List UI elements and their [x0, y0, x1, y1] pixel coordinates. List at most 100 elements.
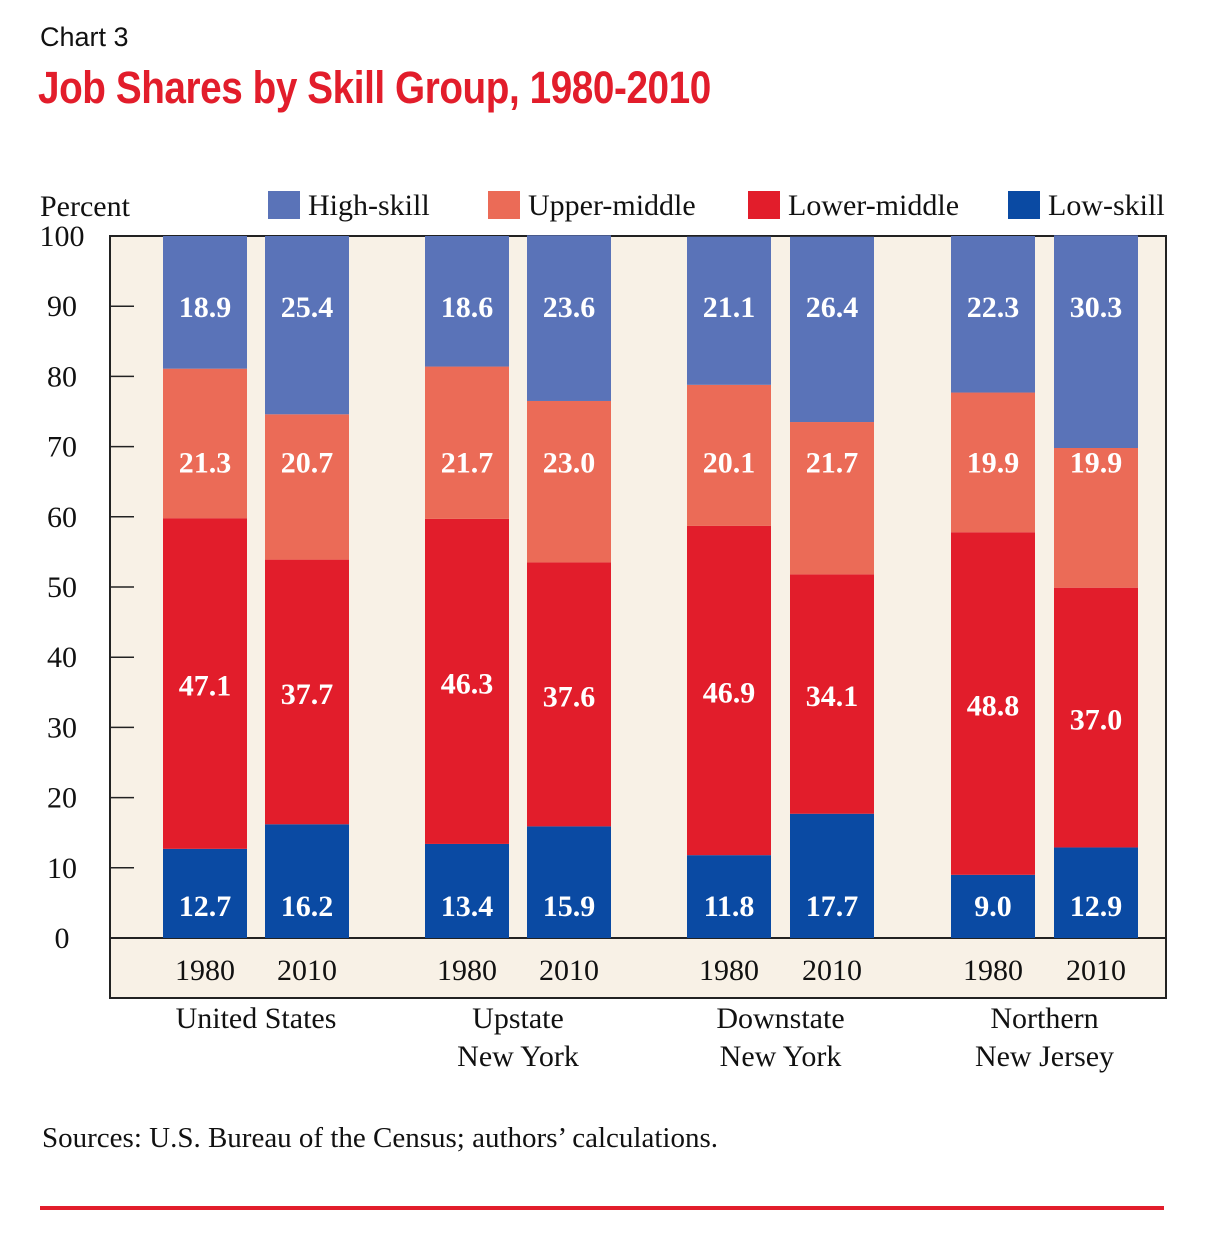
x-tick-label: 1980	[175, 954, 235, 987]
data-label: 9.0	[974, 890, 1012, 923]
y-tick-label: 30	[47, 711, 77, 744]
x-tick-label: 2010	[802, 954, 862, 987]
x-tick-label: 1980	[699, 954, 759, 987]
y-axis-title: Percent	[40, 190, 131, 223]
legend-label: Low-skill	[1048, 189, 1165, 222]
legend-swatch	[748, 191, 780, 219]
group-label: Northern	[990, 1002, 1098, 1035]
data-label: 17.7	[806, 890, 859, 923]
y-tick-label: 80	[47, 360, 77, 393]
bar-segment-high-skill	[687, 236, 771, 385]
group-label: Upstate	[472, 1002, 564, 1035]
chart-number-label: Chart 3	[40, 22, 129, 52]
data-label: 34.1	[806, 680, 859, 713]
bar-segment-low-skill	[687, 855, 771, 938]
data-label: 46.3	[441, 667, 494, 700]
y-tick-label: 40	[47, 641, 77, 674]
bar-segment-lower-middle	[790, 574, 874, 814]
bar-segment-high-skill	[951, 236, 1035, 393]
data-label: 37.7	[281, 678, 334, 711]
data-label: 30.3	[1070, 291, 1123, 324]
x-tick-label: 2010	[1066, 954, 1126, 987]
bar-segment-lower-middle	[425, 518, 509, 844]
group-label: New York	[720, 1040, 842, 1073]
data-label: 46.9	[703, 677, 756, 710]
group-label: New Jersey	[975, 1040, 1114, 1073]
data-label: 12.7	[179, 890, 232, 923]
group-label: New York	[457, 1040, 579, 1073]
bar-segment-high-skill	[527, 235, 611, 401]
data-label: 23.0	[543, 447, 596, 480]
y-tick-label: 60	[47, 501, 77, 534]
footer-rule	[40, 1206, 1164, 1210]
bar-segment-upper-middle	[1054, 448, 1138, 588]
data-label: 20.1	[703, 447, 756, 480]
bar-segment-upper-middle	[425, 366, 509, 519]
bar-segment-low-skill	[790, 813, 874, 938]
bar-segment-lower-middle	[163, 518, 247, 849]
data-label: 19.9	[1070, 447, 1123, 480]
bar-segment-upper-middle	[527, 400, 611, 563]
x-tick-label: 2010	[539, 954, 599, 987]
data-label: 15.9	[543, 890, 596, 923]
bar-segment-lower-middle	[1054, 587, 1138, 848]
source-note: Sources: U.S. Bureau of the Census; auth…	[42, 1122, 718, 1154]
data-label: 22.3	[967, 291, 1020, 324]
y-tick-label: 50	[47, 571, 77, 604]
y-tick-label: 90	[47, 290, 77, 323]
group-label: Downstate	[716, 1002, 844, 1035]
data-label: 21.1	[703, 291, 756, 324]
bar-segment-low-skill	[951, 874, 1035, 938]
bar-segment-lower-middle	[687, 525, 771, 856]
legend-swatch	[268, 191, 300, 219]
data-label: 23.6	[543, 291, 596, 324]
bar-segment-high-skill	[790, 236, 874, 423]
legend-swatch	[1008, 191, 1040, 219]
data-label: 21.7	[806, 447, 859, 480]
legend-label: High-skill	[308, 189, 430, 222]
y-tick-label: 70	[47, 431, 77, 464]
bar-segment-low-skill	[265, 824, 349, 938]
bar-segment-high-skill	[265, 236, 349, 415]
bar-segment-upper-middle	[790, 422, 874, 575]
data-label: 19.9	[967, 447, 1020, 480]
y-tick-label: 0	[55, 922, 70, 955]
bar-segment-low-skill	[163, 848, 247, 938]
data-label: 21.3	[179, 447, 232, 480]
bar-segment-low-skill	[1054, 847, 1138, 938]
bar-segment-upper-middle	[163, 368, 247, 519]
data-label: 26.4	[806, 291, 859, 324]
data-label: 25.4	[281, 291, 334, 324]
x-tick-label: 1980	[963, 954, 1023, 987]
bar-segment-lower-middle	[951, 532, 1035, 875]
data-label: 37.0	[1070, 704, 1123, 737]
data-label: 18.6	[441, 291, 494, 324]
data-label: 48.8	[967, 690, 1020, 723]
data-label: 47.1	[179, 670, 232, 703]
bar-segment-upper-middle	[265, 414, 349, 560]
bar-segment-upper-middle	[687, 384, 771, 526]
bar-segment-high-skill	[163, 236, 247, 369]
x-tick-label: 2010	[277, 954, 337, 987]
data-label: 12.9	[1070, 890, 1123, 923]
bar-segment-high-skill	[425, 236, 509, 367]
legend-swatch	[488, 191, 520, 219]
bar-segment-lower-middle	[527, 562, 611, 827]
data-label: 18.9	[179, 291, 232, 324]
bar-segment-lower-middle	[265, 559, 349, 825]
x-tick-label: 1980	[437, 954, 497, 987]
legend-label: Upper-middle	[528, 189, 696, 222]
y-tick-label: 20	[47, 782, 77, 815]
data-label: 11.8	[704, 890, 755, 923]
bar-segment-upper-middle	[951, 392, 1035, 533]
y-tick-label: 100	[40, 220, 85, 253]
data-label: 13.4	[441, 890, 494, 923]
y-tick-label: 10	[47, 852, 77, 885]
bar-segment-low-skill	[527, 826, 611, 938]
data-label: 21.7	[441, 447, 494, 480]
bar-segment-high-skill	[1054, 235, 1138, 449]
data-label: 37.6	[543, 680, 596, 713]
group-label: United States	[176, 1002, 337, 1035]
plot-frame	[109, 235, 1167, 999]
